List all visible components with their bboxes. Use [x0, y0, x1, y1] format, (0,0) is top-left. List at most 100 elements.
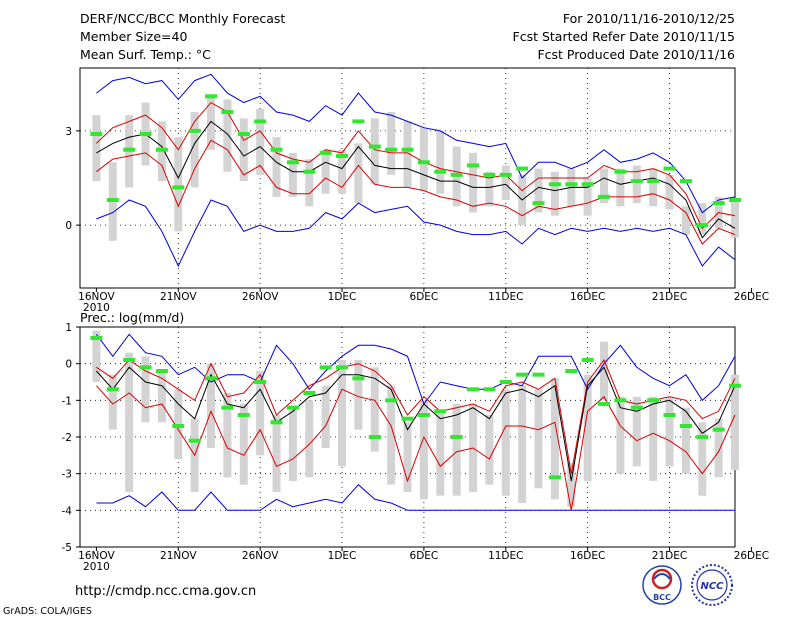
temp-mean-marker: [139, 132, 152, 136]
temp-mean-marker: [565, 182, 578, 187]
prec-range-box: [321, 385, 330, 448]
temp-xtick-label: 16DEC: [570, 291, 605, 303]
prec-xtick-label: 21NOV: [160, 550, 197, 562]
prec-mean-marker: [581, 358, 594, 362]
bcc-logo: BCC: [642, 565, 682, 605]
prec-mean-marker: [254, 380, 267, 384]
prec-mean-marker: [712, 427, 725, 432]
prec-ytick-label: 1: [65, 322, 72, 334]
temp-range-box: [534, 168, 543, 213]
temp-mean-marker: [172, 185, 185, 190]
prec-mean-marker: [679, 424, 692, 428]
prec-range-box: [649, 396, 658, 481]
prec-range-box: [534, 389, 543, 489]
prec-range-box: [92, 330, 101, 382]
temp-range-box: [174, 137, 183, 232]
prec-range-box: [550, 378, 559, 500]
temp-xtick-label: 6DEC: [410, 291, 439, 303]
prec-range-box: [272, 415, 281, 492]
prec-mean-marker: [303, 391, 316, 395]
temp-mean-marker: [123, 147, 136, 152]
prec-mean-marker: [123, 358, 136, 362]
temp-range-box: [681, 206, 690, 235]
temp-range-box: [288, 152, 297, 197]
prec-mean-marker: [614, 398, 627, 403]
temp-range-box: [272, 137, 281, 197]
prec-mean-marker: [188, 438, 201, 443]
temp-mean-marker: [90, 132, 103, 136]
temp-ytick-label: 0: [65, 220, 72, 232]
precip-panel-title: Prec.: log(mm/d): [80, 310, 184, 325]
prec-mean-marker: [516, 372, 529, 377]
temp-xtick-label: 11DEC: [488, 291, 523, 303]
temp-mean-marker: [712, 201, 725, 206]
prec-mean-marker: [532, 372, 545, 377]
prec-mean-marker: [352, 376, 365, 381]
temp-range-box: [239, 118, 248, 182]
temp-range-box: [469, 152, 478, 213]
prec-range-box: [157, 371, 166, 423]
temp-xtick-label: 26DEC: [734, 291, 769, 303]
prec-range-box: [714, 418, 723, 478]
temp-xtick-label: 1DEC: [328, 291, 357, 303]
temp-mean-marker: [548, 182, 561, 187]
prec-mean-marker: [483, 387, 496, 392]
prec-line-pct80: [96, 358, 736, 474]
temp-ytick-label: 3: [65, 126, 72, 138]
temp-mean-marker: [696, 223, 709, 228]
temp-mean-marker: [237, 132, 250, 136]
temp-range-box: [698, 203, 707, 235]
prec-mean-marker: [729, 383, 742, 388]
prec-mean-marker: [647, 398, 660, 403]
temp-range-box: [632, 165, 641, 204]
temp-xtick-label: 21NOV: [160, 291, 197, 303]
ncc-logo: NCC: [691, 564, 733, 606]
temp-mean-marker: [254, 119, 267, 124]
prec-mean-marker: [172, 424, 185, 428]
prec-range-box: [616, 396, 625, 474]
temp-range-box: [370, 118, 379, 185]
prec-mean-marker: [548, 475, 561, 480]
ncc-logo-text: NCC: [700, 581, 724, 592]
temp-mean-marker: [401, 147, 414, 152]
temp-mean-marker: [581, 182, 594, 187]
prec-ytick-label: -4: [62, 505, 73, 517]
prec-range-box: [436, 411, 445, 496]
temp-mean-marker: [729, 198, 742, 202]
temp-mean-marker: [483, 172, 496, 177]
temp-line-min: [96, 73, 736, 214]
temp-line-pct20: [96, 139, 736, 245]
prec-xtick-label: 26DEC: [734, 550, 769, 562]
footer-url[interactable]: http://cmdp.ncc.cma.gov.cn: [75, 584, 256, 599]
prec-range-box: [256, 371, 265, 456]
temp-mean-marker: [303, 169, 316, 174]
prec-mean-marker: [663, 413, 676, 417]
prec-mean-marker: [106, 387, 119, 392]
prec-ytick-label: -3: [62, 469, 72, 481]
prec-range-box: [419, 400, 428, 500]
prec-xtick-label: 16DEC: [570, 550, 605, 562]
temp-range-box: [207, 96, 216, 150]
temp-mean-marker: [417, 160, 430, 165]
prec-mean-marker: [630, 405, 643, 410]
prec-xtick-label: 26NOV: [242, 550, 279, 562]
prec-range-box: [354, 360, 363, 430]
temp-range-box: [256, 108, 265, 175]
prec-xtick-label: 11DEC: [488, 550, 523, 562]
temp-range-box: [92, 115, 101, 182]
grads-credit: GrADS: COLA/IGES: [3, 606, 92, 617]
prec-range-box: [583, 374, 592, 481]
temp-mean-marker: [106, 198, 119, 202]
prec-xtick-label: 16NOV: [78, 550, 115, 562]
prec-mean-marker: [205, 376, 218, 381]
temp-range-box: [649, 168, 658, 207]
temp-range-box: [419, 127, 428, 191]
temp-range-box: [338, 149, 347, 194]
temp-line-median: [96, 120, 736, 239]
temp-mean-marker: [368, 144, 381, 149]
temp-xtick-label: 16NOV: [78, 291, 115, 303]
prec-range-box: [370, 367, 379, 452]
temp-mean-marker: [467, 163, 480, 168]
header-period: For 2010/11/16-2010/12/25: [563, 11, 735, 26]
prec-line-max: [95, 333, 736, 406]
